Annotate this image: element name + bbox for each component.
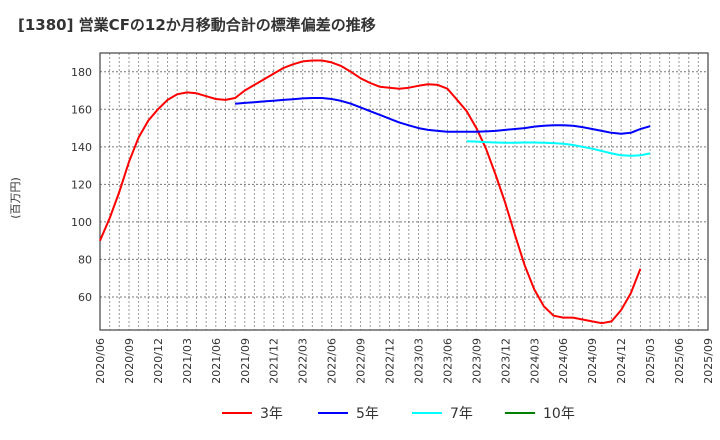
y-tick-label: 100 [71, 216, 92, 229]
x-tick-label: 2020/06 [94, 338, 107, 384]
x-tick-label: 2023/03 [412, 338, 425, 384]
legend-item-5y: 5年 [318, 403, 379, 423]
legend-swatch [318, 412, 348, 414]
plot-frame [99, 52, 709, 331]
series-line-5y [235, 97, 651, 135]
y-tick-label: 120 [71, 178, 92, 191]
x-tick-label: 2021/12 [268, 338, 281, 384]
series-line-7y [466, 140, 651, 157]
legend-label: 3年 [260, 406, 283, 422]
x-tick-label: 2024/09 [586, 338, 599, 384]
y-tick-label: 80 [78, 253, 92, 266]
legend-label: 7年 [450, 406, 473, 422]
y-tick-label: 60 [78, 291, 92, 304]
legend-swatch [412, 412, 442, 414]
chart-title: [1380] 営業CFの12か月移動合計の標準偏差の推移 [18, 16, 376, 34]
x-tick-label: 2022/03 [297, 338, 310, 384]
y-tick-label: 140 [71, 141, 92, 154]
legend-label: 5年 [356, 406, 379, 422]
legend-item-10y: 10年 [505, 403, 575, 423]
series-line-3y [99, 59, 642, 325]
legend-item-7y: 7年 [412, 403, 473, 423]
legend-label: 10年 [543, 406, 575, 422]
x-tick-label: 2022/12 [384, 338, 397, 384]
x-tick-label: 2024/03 [528, 338, 541, 384]
x-tick-label: 2021/06 [210, 338, 223, 384]
x-tick-label: 2025/09 [702, 338, 715, 384]
legend-swatch [505, 412, 535, 414]
legend-swatch [222, 412, 252, 414]
x-tick-label: 2020/12 [152, 338, 165, 384]
x-tick-label: 2023/09 [470, 338, 483, 384]
x-tick-label: 2024/12 [615, 338, 628, 384]
x-tick-label: 2024/06 [557, 338, 570, 384]
legend: 3年 5年 7年 10年 [0, 403, 720, 425]
x-tick-label: 2025/03 [644, 338, 657, 384]
x-tick-label: 2023/06 [441, 338, 454, 384]
x-tick-label: 2020/09 [123, 338, 136, 384]
x-tick-label: 2021/09 [239, 338, 252, 384]
x-tick-label: 2023/12 [499, 338, 512, 384]
x-tick-label: 2022/09 [355, 338, 368, 384]
x-tick-label: 2021/03 [181, 338, 194, 384]
x-tick-label: 2022/06 [326, 338, 339, 384]
legend-item-3y: 3年 [222, 403, 283, 423]
y-tick-label: 160 [71, 103, 92, 116]
x-tick-label: 2025/06 [673, 338, 686, 384]
y-tick-label: 180 [71, 66, 92, 79]
